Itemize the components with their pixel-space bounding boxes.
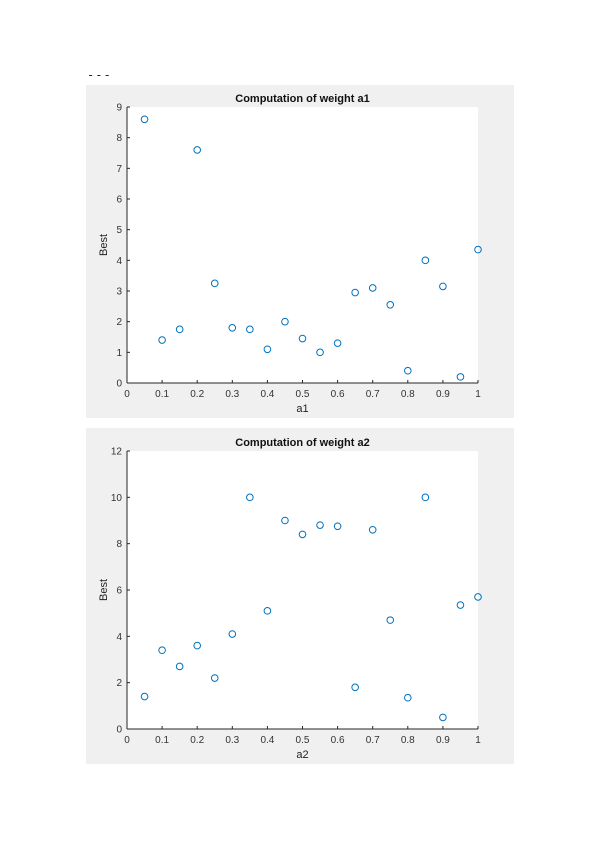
- data-point: [263, 345, 272, 354]
- data-point: [404, 693, 412, 702]
- chart-title: Computation of weight a1: [235, 93, 369, 105]
- data-point: [246, 325, 254, 334]
- y-tick-label: 10: [111, 493, 123, 504]
- data-point: [439, 282, 447, 291]
- data-point: [140, 115, 149, 124]
- y-tick-label: 4: [116, 256, 122, 267]
- y-tick-label: 1: [116, 348, 122, 359]
- data-point: [386, 301, 395, 309]
- separator-text: ---: [87, 68, 112, 82]
- data-point: [228, 630, 237, 638]
- data-point: [298, 334, 307, 343]
- data-point: [281, 317, 289, 326]
- x-tick-label: 0.2: [190, 735, 204, 746]
- y-tick-label: 3: [116, 287, 122, 298]
- y-tick-label: 2: [116, 678, 122, 689]
- x-tick-label: 0.8: [401, 735, 415, 746]
- data-point: [474, 245, 482, 254]
- y-tick-label: 8: [116, 539, 122, 550]
- y-tick-label: 9: [116, 103, 122, 114]
- x-tick-label: 1: [475, 735, 481, 746]
- data-point: [474, 593, 482, 601]
- data-point: [404, 366, 412, 375]
- x-tick-label: 0.7: [366, 389, 380, 400]
- y-tick-label: 0: [116, 379, 122, 390]
- data-point: [246, 493, 254, 502]
- data-point: [456, 373, 465, 381]
- x-tick-label: 0.7: [366, 735, 380, 746]
- y-axis-label: Best: [98, 234, 110, 256]
- x-axis-label: a1: [296, 403, 308, 415]
- data-point: [316, 521, 324, 529]
- y-tick-label: 0: [116, 725, 122, 736]
- data-point: [193, 146, 201, 154]
- data-point: [263, 607, 272, 615]
- data-point: [158, 646, 166, 655]
- data-point: [333, 339, 342, 347]
- y-tick-label: 12: [111, 447, 123, 458]
- x-axis-label: a2: [296, 749, 308, 761]
- data-point: [333, 522, 342, 531]
- data-point: [175, 662, 184, 671]
- data-point: [316, 348, 324, 357]
- y-axis-label: Best: [98, 579, 110, 601]
- x-tick-label: 0.8: [401, 389, 415, 400]
- y-tick-label: 7: [116, 164, 122, 175]
- data-point: [210, 279, 219, 288]
- x-tick-label: 0: [124, 389, 130, 400]
- data-point: [368, 525, 377, 534]
- x-tick-label: 0.4: [260, 735, 274, 746]
- plot-area: [127, 451, 478, 729]
- x-tick-label: 0.2: [190, 389, 204, 400]
- data-point: [421, 256, 430, 265]
- x-tick-label: 0.4: [260, 389, 274, 400]
- x-tick-label: 0.5: [296, 735, 310, 746]
- chart-title: Computation of weight a2: [235, 437, 369, 449]
- data-point: [210, 674, 219, 682]
- y-tick-label: 2: [116, 317, 122, 328]
- x-tick-label: 0.6: [331, 389, 345, 400]
- x-tick-label: 0.3: [225, 389, 239, 400]
- x-tick-label: 0.6: [331, 735, 345, 746]
- scatter-chart-a1: Computation of weight a1 0 0.1 0.2 0.3 0.4 0.5…: [98, 93, 482, 415]
- data-point: [193, 641, 201, 650]
- data-point: [175, 325, 184, 334]
- data-point: [298, 530, 307, 539]
- data-point: [140, 692, 149, 701]
- y-tick-label: 8: [116, 133, 122, 144]
- y-tick-label: 6: [116, 586, 122, 597]
- x-tick-label: 1: [475, 389, 481, 400]
- x-tick-label: 0.1: [155, 735, 169, 746]
- data-point: [421, 493, 430, 502]
- data-point: [368, 284, 377, 292]
- data-point: [456, 601, 465, 609]
- x-tick-label: 0.5: [296, 389, 310, 400]
- y-tick-label: 4: [116, 632, 122, 643]
- data-point: [439, 713, 447, 722]
- data-point: [281, 516, 289, 525]
- plot-area: [127, 107, 478, 383]
- x-tick-label: 0.9: [436, 389, 450, 400]
- y-tick-label: 6: [116, 195, 122, 206]
- figure-a1: Computation of weight a1 0 0.1 0.2 0.3 0.4 0.5…: [86, 85, 514, 418]
- data-point: [386, 616, 395, 624]
- x-tick-label: 0: [124, 735, 130, 746]
- x-tick-label: 0.3: [225, 735, 239, 746]
- scatter-chart-a2: Computation of weight a2 0 0.1 0.2 0.3 0.4 0.5…: [98, 437, 482, 761]
- data-point: [158, 336, 166, 344]
- data-point: [228, 324, 237, 332]
- y-tick-label: 5: [116, 225, 122, 236]
- x-tick-label: 0.1: [155, 389, 169, 400]
- data-point: [351, 288, 359, 297]
- figure-a2: Computation of weight a2 0 0.1 0.2 0.3 0.4 0.5…: [86, 428, 514, 764]
- data-point: [351, 683, 359, 692]
- x-tick-label: 0.9: [436, 735, 450, 746]
